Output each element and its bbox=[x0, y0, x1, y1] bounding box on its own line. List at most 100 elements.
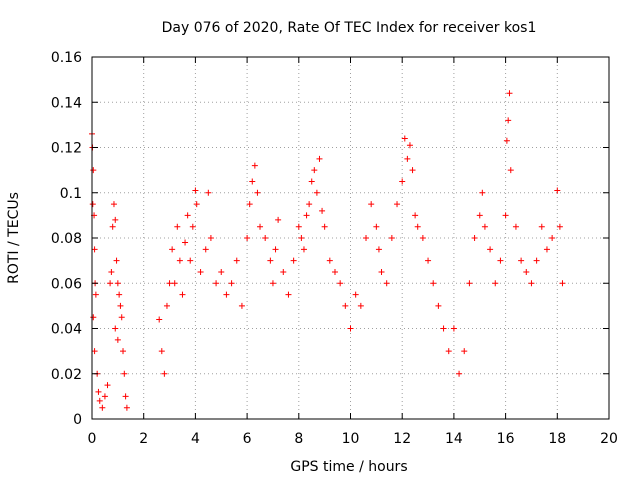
data-point-marker bbox=[257, 223, 264, 230]
data-point-marker bbox=[108, 268, 115, 275]
data-point-marker bbox=[311, 167, 318, 174]
data-point-marker bbox=[163, 302, 170, 309]
x-tick-label: 0 bbox=[88, 431, 97, 447]
y-tick-label: 0.14 bbox=[51, 95, 82, 111]
data-point-marker bbox=[179, 291, 186, 298]
x-axis-label: GPS time / hours bbox=[290, 459, 407, 475]
data-point-marker bbox=[189, 223, 196, 230]
data-point-marker bbox=[272, 246, 279, 253]
data-point-marker bbox=[518, 257, 525, 264]
data-point-marker bbox=[223, 291, 230, 298]
data-point-marker bbox=[505, 117, 512, 124]
data-point-marker bbox=[169, 246, 176, 253]
data-point-marker bbox=[512, 223, 519, 230]
data-point-marker bbox=[378, 268, 385, 275]
data-point-marker bbox=[262, 235, 269, 241]
y-tick-labels: 0 0.02 0.04 0.06 0.08 0.1 0.12 0.14 0.16 bbox=[51, 50, 82, 428]
data-point-marker bbox=[161, 370, 168, 377]
chart-title: Day 076 of 2020, Rate Of TEC Index for r… bbox=[162, 20, 537, 36]
data-point-marker bbox=[269, 280, 276, 287]
data-point-marker bbox=[109, 223, 116, 230]
data-point-marker bbox=[466, 280, 473, 287]
x-tick-label: 10 bbox=[342, 431, 360, 447]
data-point-marker bbox=[399, 178, 406, 185]
y-tick-label: 0.02 bbox=[51, 367, 82, 383]
data-point-marker bbox=[303, 212, 310, 219]
data-point-marker bbox=[412, 212, 419, 219]
data-point-marker bbox=[182, 239, 189, 246]
data-point-marker bbox=[187, 257, 194, 264]
x-tick-label: 16 bbox=[497, 431, 515, 447]
data-point-marker bbox=[91, 246, 98, 253]
data-point-marker bbox=[91, 348, 98, 355]
data-point-marker bbox=[479, 189, 486, 196]
y-tick-label: 0.16 bbox=[51, 50, 82, 66]
data-point-marker bbox=[166, 280, 173, 287]
data-point-marker bbox=[321, 223, 328, 230]
data-point-marker bbox=[92, 291, 99, 298]
data-point-marker bbox=[425, 257, 432, 264]
ticks bbox=[91, 56, 610, 420]
data-point-marker bbox=[246, 201, 253, 208]
data-point-marker bbox=[112, 325, 119, 332]
data-point-marker bbox=[497, 257, 504, 264]
data-point-marker bbox=[176, 257, 183, 264]
data-point-marker bbox=[347, 325, 354, 332]
data-point-marker bbox=[254, 189, 261, 196]
data-point-marker bbox=[357, 302, 364, 309]
data-point-marker bbox=[435, 302, 442, 309]
data-point-marker bbox=[342, 302, 349, 309]
data-point-marker bbox=[90, 314, 97, 321]
data-points bbox=[89, 90, 566, 411]
grid-lines bbox=[92, 57, 609, 419]
data-point-marker bbox=[251, 162, 258, 169]
data-point-marker bbox=[471, 235, 478, 241]
x-tick-label: 8 bbox=[294, 431, 303, 447]
data-point-marker bbox=[306, 201, 313, 208]
data-point-marker bbox=[388, 235, 395, 241]
data-point-marker bbox=[556, 223, 563, 230]
y-tick-label: 0.1 bbox=[60, 186, 82, 202]
x-tick-label: 20 bbox=[600, 431, 618, 447]
y-tick-label: 0 bbox=[73, 412, 82, 428]
data-point-marker bbox=[197, 268, 204, 275]
data-point-marker bbox=[207, 235, 214, 241]
data-point-marker bbox=[117, 302, 124, 309]
data-point-marker bbox=[171, 280, 178, 287]
data-point-marker bbox=[121, 370, 128, 377]
data-point-marker bbox=[554, 187, 561, 194]
data-point-marker bbox=[99, 404, 106, 411]
data-point-marker bbox=[492, 280, 499, 287]
x-tick-label: 2 bbox=[139, 431, 148, 447]
data-point-marker bbox=[205, 189, 212, 196]
y-tick-label: 0.08 bbox=[51, 231, 82, 247]
data-point-marker bbox=[440, 325, 447, 332]
data-point-marker bbox=[373, 223, 380, 230]
data-point-marker bbox=[123, 404, 130, 411]
data-point-marker bbox=[383, 280, 390, 287]
x-tick-label: 4 bbox=[191, 431, 200, 447]
data-point-marker bbox=[90, 167, 97, 174]
data-point-marker bbox=[533, 257, 540, 264]
y-axis-label: ROTI / TECUs bbox=[6, 192, 22, 284]
data-point-marker bbox=[476, 212, 483, 219]
y-tick-label: 0.06 bbox=[51, 276, 82, 292]
y-tick-label: 0.04 bbox=[51, 322, 82, 338]
data-point-marker bbox=[487, 246, 494, 253]
data-point-marker bbox=[300, 246, 307, 253]
data-point-marker bbox=[430, 280, 437, 287]
data-point-marker bbox=[116, 291, 123, 298]
data-point-marker bbox=[375, 246, 382, 253]
data-point-marker bbox=[120, 348, 127, 355]
data-point-marker bbox=[538, 223, 545, 230]
data-point-marker bbox=[331, 268, 338, 275]
data-point-marker bbox=[316, 155, 323, 162]
data-point-marker bbox=[114, 336, 121, 343]
data-point-marker bbox=[96, 397, 103, 404]
data-point-marker bbox=[192, 187, 199, 194]
data-point-marker bbox=[113, 257, 120, 264]
x-tick-label: 18 bbox=[548, 431, 566, 447]
data-point-marker bbox=[313, 189, 320, 196]
data-point-marker bbox=[158, 348, 165, 355]
data-point-marker bbox=[481, 223, 488, 230]
